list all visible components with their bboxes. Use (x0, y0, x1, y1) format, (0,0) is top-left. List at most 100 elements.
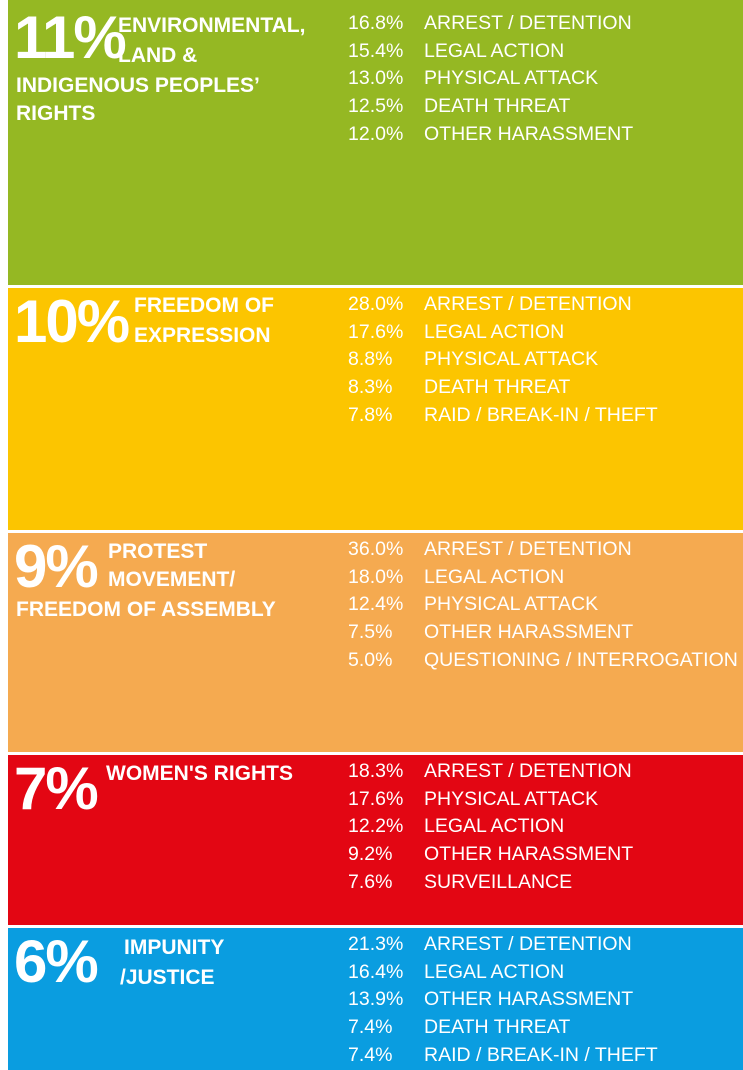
item-label: ARREST / DETENTION (424, 293, 632, 315)
section-percent: 11% (14, 4, 127, 71)
item-label: PHYSICAL ATTACK (424, 593, 599, 616)
item-label: RAID / BREAK-IN / THEFT (424, 403, 658, 426)
section-block: 9% PROTEST MOVEMENT/FREEDOM OF ASSEMBLY 36.… (8, 533, 743, 752)
item-label: OTHER HARASSMENT (424, 843, 634, 866)
item-row: 7.4% DEATH THREAT (348, 1014, 658, 1042)
item-row: 8.3% DEATH THREAT (348, 374, 658, 402)
item-label: QUESTIONING / INTERROGATION (424, 648, 738, 671)
item-share: 21.3% (348, 933, 404, 955)
section-title: /JUSTICE (120, 966, 215, 989)
item-share: 7.5% (348, 621, 393, 644)
item-label: LEGAL ACTION (424, 565, 565, 588)
section-title: RIGHTS (16, 102, 96, 125)
section-title: EXPRESSION (134, 324, 271, 347)
item-label: ARREST / DETENTION (424, 12, 632, 34)
item-row: 13.9% OTHER HARASSMENT (348, 986, 658, 1014)
item-share: 12.4% (348, 593, 404, 616)
item-label: OTHER HARASSMENT (424, 988, 634, 1011)
item-label: LEGAL ACTION (424, 39, 565, 62)
item-label: DEATH THREAT (424, 1016, 571, 1039)
item-row: 12.4% PHYSICAL ATTACK (348, 591, 738, 619)
item-label: PHYSICAL ATTACK (424, 348, 599, 371)
item-label: LEGAL ACTION (424, 815, 565, 838)
section-title: FREEDOM OF ASSEMBLY (16, 598, 276, 621)
item-label: DEATH THREAT (424, 376, 571, 399)
item-list: 36.0% ARREST / DETENTION 18.0% LEGAL ACTION… (348, 536, 738, 675)
item-row: 21.3% ARREST / DETENTION (348, 931, 658, 959)
item-share: 7.8% (348, 403, 393, 426)
item-row: 17.6% LEGAL ACTION (348, 319, 658, 347)
item-row: 7.4% RAID / BREAK-IN / THEFT (348, 1042, 658, 1070)
item-share: 18.0% (348, 565, 404, 588)
item-row: 8.8% PHYSICAL ATTACK (348, 346, 658, 374)
item-row: 18.3% ARREST / DETENTION (348, 758, 633, 786)
item-share: 36.0% (348, 538, 404, 560)
item-share: 17.6% (348, 320, 404, 343)
item-share: 5.0% (348, 648, 393, 671)
section-block: 7% WOMEN'S RIGHTS 18.3% ARREST / DETENTION 1… (8, 755, 743, 925)
item-share: 13.0% (348, 67, 404, 90)
item-share: 17.6% (348, 787, 404, 810)
item-list: 21.3% ARREST / DETENTION 16.4% LEGAL ACTION… (348, 931, 658, 1070)
item-label: ARREST / DETENTION (424, 538, 632, 560)
item-row: 7.8% RAID / BREAK-IN / THEFT (348, 402, 658, 430)
item-row: 12.5% DEATH THREAT (348, 93, 633, 121)
item-share: 8.3% (348, 376, 393, 399)
item-row: 9.2% OTHER HARASSMENT (348, 841, 633, 869)
item-row: 18.0% LEGAL ACTION (348, 564, 738, 592)
item-share: 7.6% (348, 870, 393, 893)
section-title: WOMEN'S RIGHTS (106, 762, 293, 785)
item-share: 7.4% (348, 1016, 393, 1039)
section-title: MOVEMENT/ (108, 568, 236, 591)
item-row: 7.6% SURVEILLANCE (348, 869, 633, 897)
section-title: LAND & (118, 44, 198, 67)
item-row: 7.5% OTHER HARASSMENT (348, 619, 738, 647)
section-title: INDIGENOUS PEOPLES’ (16, 74, 260, 97)
item-row: 12.0% OTHER HARASSMENT (348, 121, 633, 149)
item-label: SURVEILLANCE (424, 870, 573, 893)
item-share: 7.4% (348, 1043, 393, 1066)
item-label: ARREST / DETENTION (424, 933, 632, 955)
item-share: 16.4% (348, 960, 404, 983)
item-share: 18.3% (348, 760, 404, 782)
section-title: ENVIRONMENTAL, (118, 14, 306, 37)
section-block: 6% IMPUNITY/JUSTICE 21.3% ARREST / DETENTIO… (8, 928, 743, 1070)
item-share: 12.5% (348, 95, 404, 118)
item-label: OTHER HARASSMENT (424, 621, 634, 644)
section-percent: 10% (14, 288, 130, 355)
section-title: PROTEST (108, 540, 208, 563)
section-percent: 9% (14, 533, 99, 600)
item-list: 28.0% ARREST / DETENTION 17.6% LEGAL ACTION… (348, 291, 658, 430)
item-row: 28.0% ARREST / DETENTION (348, 291, 658, 319)
item-list: 16.8% ARREST / DETENTION 15.4% LEGAL ACTION… (348, 10, 633, 149)
item-list: 18.3% ARREST / DETENTION 17.6% PHYSICAL ATT… (348, 758, 633, 897)
item-share: 12.0% (348, 122, 404, 145)
item-label: LEGAL ACTION (424, 320, 565, 343)
item-share: 13.9% (348, 988, 404, 1011)
item-row: 12.2% LEGAL ACTION (348, 813, 633, 841)
item-share: 9.2% (348, 843, 393, 866)
section-block: 10% FREEDOM OF EXPRESSION 28.0% ARREST / DET… (8, 288, 743, 530)
section-title: FREEDOM OF (134, 294, 274, 317)
item-row: 36.0% ARREST / DETENTION (348, 536, 738, 564)
section-title: IMPUNITY (124, 936, 225, 959)
item-label: OTHER HARASSMENT (424, 122, 634, 145)
section-block: 11% ENVIRONMENTAL, LAND & INDIGENOUS PEOPLE… (8, 0, 743, 285)
section-percent: 6% (14, 928, 99, 995)
item-row: 16.4% LEGAL ACTION (348, 959, 658, 987)
item-share: 8.8% (348, 348, 393, 371)
item-share: 28.0% (348, 293, 404, 315)
item-row: 13.0% PHYSICAL ATTACK (348, 65, 633, 93)
item-label: DEATH THREAT (424, 95, 571, 118)
item-row: 15.4% LEGAL ACTION (348, 38, 633, 66)
item-share: 12.2% (348, 815, 404, 838)
item-share: 16.8% (348, 12, 404, 34)
item-label: RAID / BREAK-IN / THEFT (424, 1043, 658, 1066)
item-row: 16.8% ARREST / DETENTION (348, 10, 633, 38)
item-label: PHYSICAL ATTACK (424, 787, 599, 810)
item-share: 15.4% (348, 39, 404, 62)
item-label: LEGAL ACTION (424, 960, 565, 983)
section-percent: 7% (14, 755, 99, 822)
item-row: 5.0% QUESTIONING / INTERROGATION (348, 647, 738, 675)
